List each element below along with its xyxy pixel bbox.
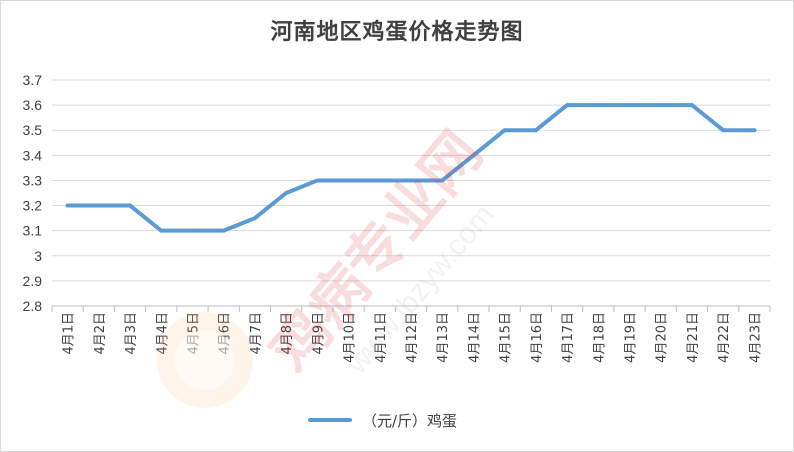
x-tick-label: 4月9日 bbox=[311, 312, 326, 355]
data-point bbox=[471, 153, 476, 158]
x-tick-label: 4月14日 bbox=[467, 312, 482, 363]
legend: （元/斤）鸡蛋 bbox=[308, 408, 457, 432]
data-point bbox=[752, 128, 757, 133]
y-tick-label: 3.2 bbox=[23, 198, 43, 214]
legend-swatch bbox=[308, 418, 352, 422]
data-point bbox=[565, 103, 570, 108]
data-point bbox=[221, 228, 226, 233]
y-tick-label: 3.4 bbox=[23, 147, 43, 163]
data-point bbox=[65, 203, 70, 208]
data-point bbox=[658, 103, 663, 108]
y-tick-label: 3 bbox=[34, 248, 42, 264]
x-tick-label: 4月21日 bbox=[686, 312, 701, 363]
y-tick-label: 3.3 bbox=[23, 172, 43, 188]
x-tick-label: 4月13日 bbox=[436, 312, 451, 363]
x-tick-label: 4月11日 bbox=[374, 312, 389, 363]
data-point bbox=[96, 203, 101, 208]
data-point bbox=[284, 191, 289, 195]
x-tick-label: 4月7日 bbox=[249, 312, 264, 355]
x-tick-label: 4月4日 bbox=[155, 312, 170, 355]
data-point bbox=[377, 178, 382, 183]
data-point bbox=[346, 178, 351, 183]
data-point bbox=[190, 228, 195, 233]
x-tick-label: 4月19日 bbox=[624, 312, 639, 363]
data-point bbox=[627, 103, 632, 108]
data-point bbox=[721, 128, 726, 133]
x-tick-label: 4月1日 bbox=[62, 312, 77, 355]
chart-title: 河南地区鸡蛋价格走势图 bbox=[270, 20, 524, 45]
data-point bbox=[315, 178, 320, 183]
x-tick-label: 4月22日 bbox=[717, 312, 732, 363]
x-tick-label: 4月8日 bbox=[280, 312, 295, 355]
data-point bbox=[502, 128, 507, 133]
data-point bbox=[128, 203, 133, 208]
x-tick-label: 4月20日 bbox=[655, 312, 670, 363]
x-tick-label: 4月17日 bbox=[561, 312, 576, 363]
data-point bbox=[252, 216, 257, 221]
x-tick-label: 4月16日 bbox=[530, 312, 545, 363]
x-tick-label: 4月10日 bbox=[343, 312, 358, 363]
series-line bbox=[65, 103, 757, 233]
x-tick-label: 4月15日 bbox=[499, 312, 514, 363]
data-point bbox=[689, 103, 694, 108]
y-tick-label: 3.7 bbox=[23, 72, 43, 88]
x-tick-label: 4月3日 bbox=[124, 312, 139, 355]
y-tick-label: 2.8 bbox=[23, 298, 43, 314]
x-tick-label: 4月23日 bbox=[748, 312, 763, 363]
y-tick-label: 3.6 bbox=[23, 97, 43, 113]
x-tick-label: 4月5日 bbox=[186, 312, 201, 355]
legend-label: （元/斤）鸡蛋 bbox=[362, 411, 458, 430]
y-tick-label: 3.1 bbox=[23, 223, 43, 239]
data-point bbox=[159, 228, 164, 233]
data-point bbox=[409, 178, 413, 183]
x-tick-label: 4月18日 bbox=[592, 312, 607, 363]
data-point bbox=[533, 128, 538, 133]
data-point bbox=[596, 103, 601, 108]
y-tick-label: 2.9 bbox=[23, 273, 43, 289]
y-tick-label: 3.5 bbox=[23, 122, 43, 138]
x-tick-label: 4月12日 bbox=[405, 312, 420, 363]
data-point bbox=[440, 178, 445, 183]
x-tick-label: 4月2日 bbox=[93, 312, 108, 355]
x-tick-label: 4月6日 bbox=[218, 312, 233, 355]
